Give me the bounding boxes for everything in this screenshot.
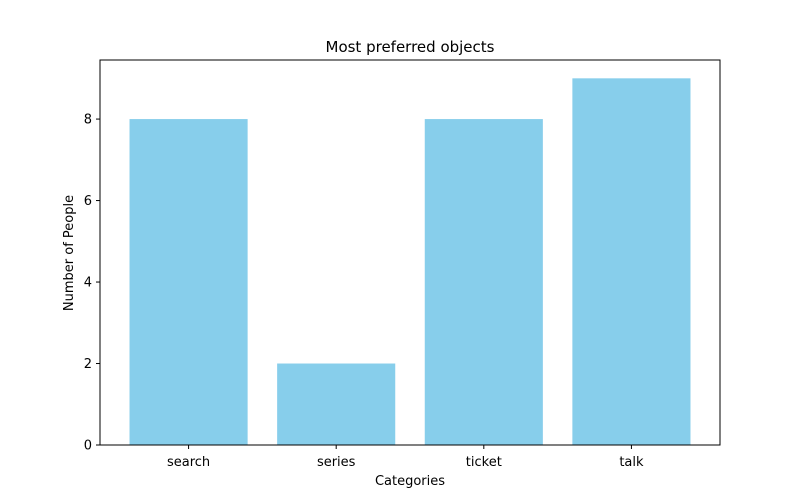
y-tick-label: 8: [84, 113, 92, 128]
bar-talk: [572, 78, 691, 445]
x-axis-label: Categories: [375, 474, 445, 489]
x-tick-label-talk: talk: [619, 455, 644, 470]
plot-frame: [99, 59, 721, 446]
x-tick-label-search: search: [167, 455, 210, 470]
y-tick-label: 6: [84, 194, 92, 209]
bar-series: [277, 363, 396, 445]
x-axis-ticks: search series ticket talk: [167, 445, 644, 470]
bars-group: [129, 78, 691, 445]
bar-ticket: [424, 119, 543, 445]
y-axis-label: Number of People: [62, 195, 77, 311]
y-tick-label: 0: [84, 439, 92, 454]
x-tick-label-ticket: ticket: [466, 455, 502, 470]
y-axis-ticks: 0 2 4 6 8: [84, 113, 100, 454]
x-tick-label-series: series: [317, 455, 356, 470]
chart-title: Most preferred objects: [326, 38, 495, 56]
bar-search: [129, 119, 248, 445]
y-tick-label: 2: [84, 357, 92, 372]
y-tick-label: 4: [84, 276, 92, 291]
